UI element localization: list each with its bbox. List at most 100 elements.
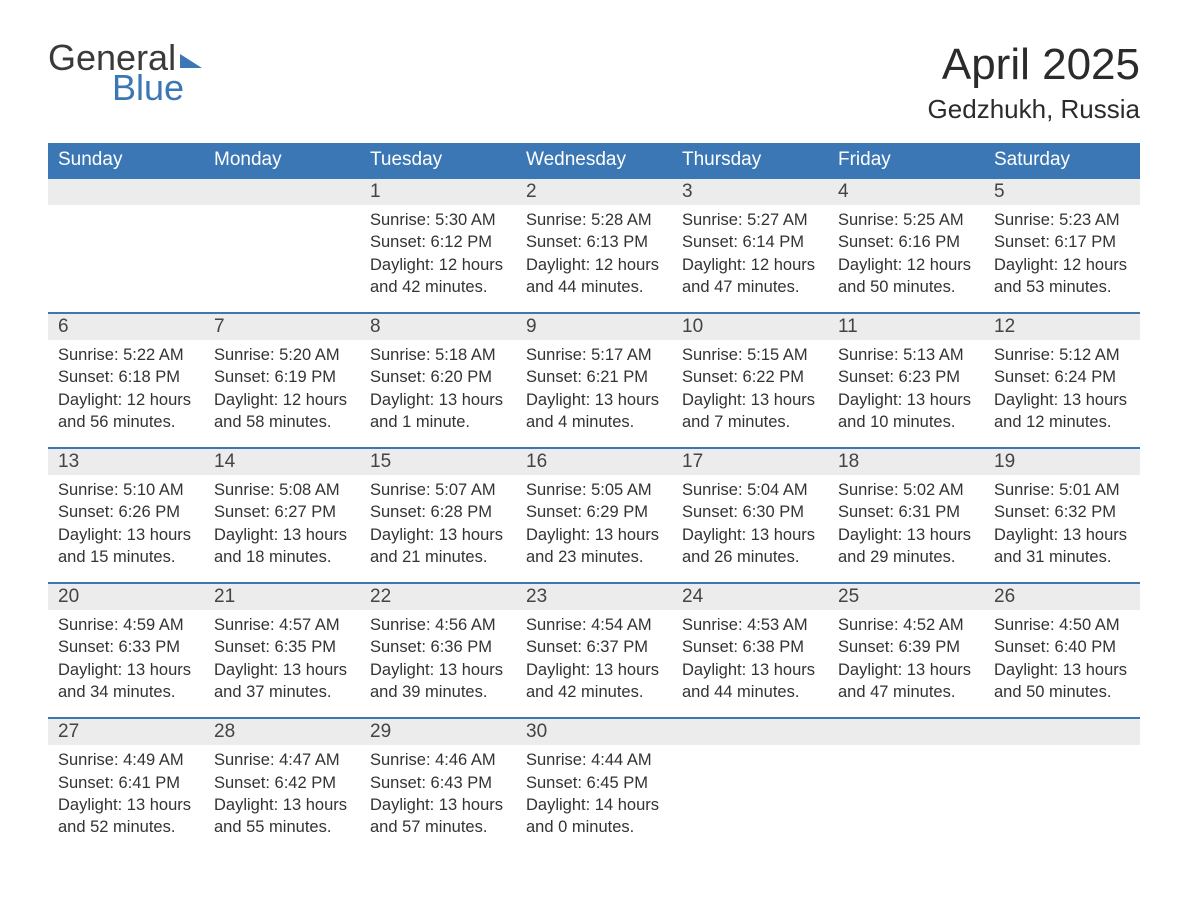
sunset-line: Sunset: 6:23 PM: [838, 366, 974, 388]
calendar-day-cell: 21Sunrise: 4:57 AMSunset: 6:35 PMDayligh…: [204, 582, 360, 717]
location-label: Gedzhukh, Russia: [928, 94, 1140, 125]
day-number: 18: [828, 449, 984, 475]
day-details: Sunrise: 4:57 AMSunset: 6:35 PMDaylight:…: [204, 610, 360, 717]
sunrise-line: Sunrise: 4:53 AM: [682, 614, 818, 636]
day-details: Sunrise: 5:22 AMSunset: 6:18 PMDaylight:…: [48, 340, 204, 447]
calendar-day-cell: 24Sunrise: 4:53 AMSunset: 6:38 PMDayligh…: [672, 582, 828, 717]
day-number: 1: [360, 179, 516, 205]
day-number: 23: [516, 584, 672, 610]
sunset-line: Sunset: 6:24 PM: [994, 366, 1130, 388]
sunrise-line: Sunrise: 5:18 AM: [370, 344, 506, 366]
daylight-line: Daylight: 13 hours and 52 minutes.: [58, 794, 194, 839]
calendar-day-cell: 29Sunrise: 4:46 AMSunset: 6:43 PMDayligh…: [360, 717, 516, 852]
day-header: Friday: [828, 143, 984, 177]
sunset-line: Sunset: 6:45 PM: [526, 772, 662, 794]
sunset-line: Sunset: 6:39 PM: [838, 636, 974, 658]
sunset-line: Sunset: 6:22 PM: [682, 366, 818, 388]
day-details: Sunrise: 4:52 AMSunset: 6:39 PMDaylight:…: [828, 610, 984, 717]
sunrise-line: Sunrise: 4:44 AM: [526, 749, 662, 771]
calendar-day-cell: 6Sunrise: 5:22 AMSunset: 6:18 PMDaylight…: [48, 312, 204, 447]
daylight-line: Daylight: 13 hours and 39 minutes.: [370, 659, 506, 704]
title-block: April 2025 Gedzhukh, Russia: [928, 40, 1140, 125]
day-details: Sunrise: 5:05 AMSunset: 6:29 PMDaylight:…: [516, 475, 672, 582]
calendar-week-row: 6Sunrise: 5:22 AMSunset: 6:18 PMDaylight…: [48, 312, 1140, 447]
sunrise-line: Sunrise: 4:47 AM: [214, 749, 350, 771]
day-number: 4: [828, 179, 984, 205]
daylight-line: Daylight: 13 hours and 12 minutes.: [994, 389, 1130, 434]
daylight-line: Daylight: 12 hours and 58 minutes.: [214, 389, 350, 434]
sunset-line: Sunset: 6:19 PM: [214, 366, 350, 388]
sunrise-line: Sunrise: 4:50 AM: [994, 614, 1130, 636]
calendar-day-cell: 3Sunrise: 5:27 AMSunset: 6:14 PMDaylight…: [672, 177, 828, 312]
daylight-line: Daylight: 14 hours and 0 minutes.: [526, 794, 662, 839]
calendar-header-row: SundayMondayTuesdayWednesdayThursdayFrid…: [48, 143, 1140, 177]
daylight-line: Daylight: 13 hours and 42 minutes.: [526, 659, 662, 704]
calendar-week-row: ....1Sunrise: 5:30 AMSunset: 6:12 PMDayl…: [48, 177, 1140, 312]
sunset-line: Sunset: 6:40 PM: [994, 636, 1130, 658]
sunset-line: Sunset: 6:26 PM: [58, 501, 194, 523]
sunrise-line: Sunrise: 4:59 AM: [58, 614, 194, 636]
calendar-day-cell: 15Sunrise: 5:07 AMSunset: 6:28 PMDayligh…: [360, 447, 516, 582]
day-number: 14: [204, 449, 360, 475]
day-details: Sunrise: 4:54 AMSunset: 6:37 PMDaylight:…: [516, 610, 672, 717]
calendar-day-cell: 2Sunrise: 5:28 AMSunset: 6:13 PMDaylight…: [516, 177, 672, 312]
sunrise-line: Sunrise: 5:15 AM: [682, 344, 818, 366]
day-details: Sunrise: 4:49 AMSunset: 6:41 PMDaylight:…: [48, 745, 204, 852]
day-number: 29: [360, 719, 516, 745]
daylight-line: Daylight: 12 hours and 53 minutes.: [994, 254, 1130, 299]
day-number: 8: [360, 314, 516, 340]
sunset-line: Sunset: 6:33 PM: [58, 636, 194, 658]
day-details: Sunrise: 5:28 AMSunset: 6:13 PMDaylight:…: [516, 205, 672, 312]
day-number: 25: [828, 584, 984, 610]
daylight-line: Daylight: 12 hours and 56 minutes.: [58, 389, 194, 434]
day-number: 30: [516, 719, 672, 745]
sunrise-line: Sunrise: 5:25 AM: [838, 209, 974, 231]
daylight-line: Daylight: 13 hours and 7 minutes.: [682, 389, 818, 434]
day-details: Sunrise: 5:30 AMSunset: 6:12 PMDaylight:…: [360, 205, 516, 312]
day-number: 17: [672, 449, 828, 475]
daylight-line: Daylight: 13 hours and 10 minutes.: [838, 389, 974, 434]
daylight-line: Daylight: 13 hours and 50 minutes.: [994, 659, 1130, 704]
day-details: Sunrise: 5:08 AMSunset: 6:27 PMDaylight:…: [204, 475, 360, 582]
day-details: Sunrise: 5:01 AMSunset: 6:32 PMDaylight:…: [984, 475, 1140, 582]
calendar-day-cell: 1Sunrise: 5:30 AMSunset: 6:12 PMDaylight…: [360, 177, 516, 312]
calendar-day-cell: ..: [828, 717, 984, 852]
day-details: Sunrise: 5:27 AMSunset: 6:14 PMDaylight:…: [672, 205, 828, 312]
sunrise-line: Sunrise: 5:07 AM: [370, 479, 506, 501]
sunrise-line: Sunrise: 5:08 AM: [214, 479, 350, 501]
day-number: 21: [204, 584, 360, 610]
day-number: 28: [204, 719, 360, 745]
sunset-line: Sunset: 6:27 PM: [214, 501, 350, 523]
sunset-line: Sunset: 6:13 PM: [526, 231, 662, 253]
day-details: Sunrise: 5:13 AMSunset: 6:23 PMDaylight:…: [828, 340, 984, 447]
sunset-line: Sunset: 6:32 PM: [994, 501, 1130, 523]
day-number: 16: [516, 449, 672, 475]
calendar-day-cell: ..: [984, 717, 1140, 852]
calendar-week-row: 13Sunrise: 5:10 AMSunset: 6:26 PMDayligh…: [48, 447, 1140, 582]
day-header: Tuesday: [360, 143, 516, 177]
day-number: 22: [360, 584, 516, 610]
sunrise-line: Sunrise: 5:28 AM: [526, 209, 662, 231]
day-header: Monday: [204, 143, 360, 177]
daylight-line: Daylight: 13 hours and 44 minutes.: [682, 659, 818, 704]
daylight-line: Daylight: 12 hours and 47 minutes.: [682, 254, 818, 299]
sunset-line: Sunset: 6:41 PM: [58, 772, 194, 794]
calendar-day-cell: 19Sunrise: 5:01 AMSunset: 6:32 PMDayligh…: [984, 447, 1140, 582]
calendar-day-cell: 13Sunrise: 5:10 AMSunset: 6:26 PMDayligh…: [48, 447, 204, 582]
day-number: 11: [828, 314, 984, 340]
sunset-line: Sunset: 6:18 PM: [58, 366, 194, 388]
sunrise-line: Sunrise: 5:13 AM: [838, 344, 974, 366]
day-number: 2: [516, 179, 672, 205]
daylight-line: Daylight: 13 hours and 23 minutes.: [526, 524, 662, 569]
calendar-day-cell: 27Sunrise: 4:49 AMSunset: 6:41 PMDayligh…: [48, 717, 204, 852]
sunset-line: Sunset: 6:28 PM: [370, 501, 506, 523]
daylight-line: Daylight: 13 hours and 21 minutes.: [370, 524, 506, 569]
day-details: Sunrise: 4:44 AMSunset: 6:45 PMDaylight:…: [516, 745, 672, 852]
calendar-day-cell: 18Sunrise: 5:02 AMSunset: 6:31 PMDayligh…: [828, 447, 984, 582]
daylight-line: Daylight: 13 hours and 57 minutes.: [370, 794, 506, 839]
calendar-day-cell: ..: [204, 177, 360, 312]
sunrise-line: Sunrise: 5:10 AM: [58, 479, 194, 501]
sunset-line: Sunset: 6:20 PM: [370, 366, 506, 388]
calendar-day-cell: 20Sunrise: 4:59 AMSunset: 6:33 PMDayligh…: [48, 582, 204, 717]
sunset-line: Sunset: 6:17 PM: [994, 231, 1130, 253]
